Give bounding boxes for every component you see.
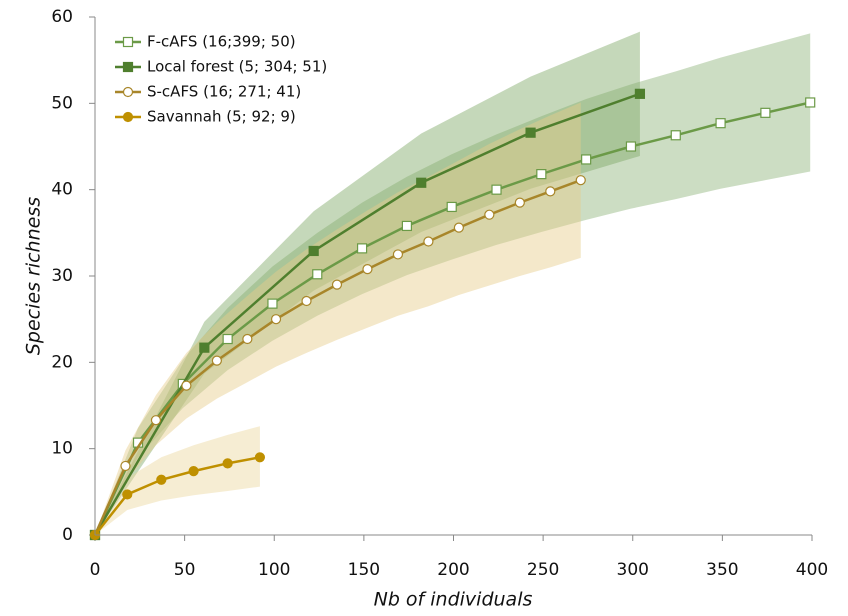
x-tick-label: 250 bbox=[527, 560, 559, 580]
marker bbox=[267, 298, 278, 309]
x-tick-label: 200 bbox=[437, 560, 469, 580]
legend-marker bbox=[122, 86, 134, 98]
y-tick-label: 20 bbox=[51, 352, 73, 372]
marker bbox=[446, 201, 457, 213]
marker bbox=[545, 186, 556, 197]
marker bbox=[120, 460, 131, 472]
x-tick-label: 350 bbox=[706, 560, 738, 580]
y-tick-label: 60 bbox=[51, 7, 73, 27]
x-axis-label: Nb of individuals bbox=[374, 589, 533, 611]
legend-label: F-cAFS (16;399; 50) bbox=[147, 33, 296, 51]
confidence-band bbox=[95, 33, 811, 536]
legend-marker bbox=[122, 36, 134, 48]
marker bbox=[362, 263, 373, 275]
marker bbox=[188, 466, 199, 477]
y-axis-label: Species richness bbox=[23, 197, 45, 355]
marker bbox=[715, 118, 726, 129]
marker bbox=[634, 88, 646, 99]
confidence-band bbox=[95, 102, 581, 535]
marker bbox=[312, 269, 323, 280]
series-line bbox=[94, 456, 261, 536]
marker bbox=[392, 249, 404, 260]
marker bbox=[308, 245, 319, 257]
marker bbox=[181, 380, 192, 391]
marker bbox=[199, 342, 210, 353]
marker bbox=[242, 333, 253, 345]
legend-label: S-cAFS (16; 271; 41) bbox=[147, 83, 301, 101]
marker bbox=[331, 279, 343, 290]
marker bbox=[301, 295, 312, 307]
x-tick-label: 100 bbox=[258, 560, 290, 580]
x-tick-label: 400 bbox=[796, 560, 828, 580]
y-tick-label: 40 bbox=[51, 180, 73, 200]
marker bbox=[670, 130, 681, 141]
y-tick-label: 50 bbox=[51, 93, 73, 113]
marker bbox=[805, 97, 816, 108]
marker bbox=[514, 197, 525, 208]
marker bbox=[423, 236, 434, 247]
y-tick-label: 10 bbox=[51, 439, 73, 459]
marker bbox=[453, 222, 464, 233]
legend-marker bbox=[122, 111, 134, 123]
marker bbox=[625, 141, 637, 152]
marker bbox=[484, 209, 495, 220]
confidence-band bbox=[95, 426, 260, 535]
x-tick-label: 150 bbox=[348, 560, 380, 580]
marker bbox=[150, 415, 162, 426]
marker bbox=[581, 154, 592, 165]
marker bbox=[222, 333, 233, 345]
confidence-band bbox=[95, 31, 640, 535]
marker bbox=[156, 474, 167, 485]
y-tick-label: 30 bbox=[51, 266, 73, 286]
legend-label: Savannah (5; 92; 9) bbox=[147, 108, 296, 126]
marker bbox=[222, 458, 233, 469]
marker bbox=[122, 489, 133, 500]
marker bbox=[760, 107, 771, 118]
x-tick-label: 0 bbox=[90, 560, 101, 580]
x-tick-label: 300 bbox=[617, 560, 649, 580]
marker bbox=[491, 184, 502, 195]
marker bbox=[211, 355, 222, 366]
y-tick-label: 0 bbox=[62, 525, 73, 545]
marker bbox=[416, 177, 427, 188]
marker bbox=[270, 314, 282, 325]
marker bbox=[356, 243, 368, 254]
marker bbox=[401, 220, 412, 232]
marker bbox=[575, 175, 586, 186]
legend-label: Local forest (5; 304; 51) bbox=[147, 58, 327, 76]
x-tick-label: 50 bbox=[174, 560, 196, 580]
marker bbox=[254, 452, 266, 463]
marker bbox=[525, 127, 536, 138]
series-line bbox=[93, 92, 641, 536]
legend-marker bbox=[122, 61, 134, 73]
marker bbox=[536, 169, 547, 180]
